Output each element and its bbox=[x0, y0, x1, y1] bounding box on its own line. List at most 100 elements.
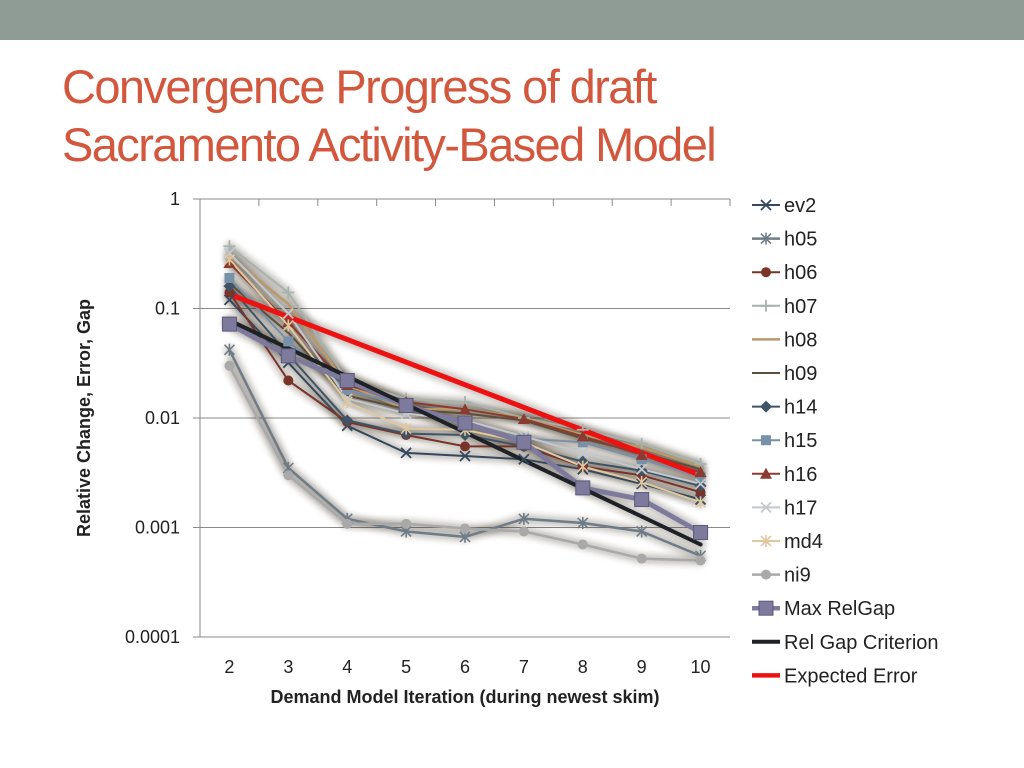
legend-h16-marker bbox=[760, 467, 772, 479]
legend-ev2-marker bbox=[760, 199, 772, 211]
series-max-relgap-marker bbox=[634, 492, 650, 508]
legend-h06-label: h06 bbox=[784, 262, 817, 284]
x-tick-label: 8 bbox=[578, 657, 588, 677]
series-h06-marker bbox=[460, 441, 470, 452]
chart-axes bbox=[193, 198, 731, 638]
legend-h07-label: h07 bbox=[784, 296, 817, 318]
legend-max-relgap-marker bbox=[758, 600, 774, 616]
legend-h14-marker bbox=[760, 400, 772, 413]
x-tick-label: 2 bbox=[224, 657, 234, 677]
series-h14-marker bbox=[694, 479, 707, 492]
legend-h15-marker bbox=[761, 435, 771, 446]
series-h15-marker bbox=[283, 336, 294, 347]
series-ni9-marker bbox=[283, 470, 294, 481]
legend-h09-item: h09 bbox=[752, 363, 817, 385]
legend-h07-marker bbox=[760, 299, 772, 312]
series-ni9-marker bbox=[518, 526, 529, 537]
series-h15-marker bbox=[577, 437, 588, 448]
series-ev2-marker bbox=[400, 447, 412, 459]
legend-h17-marker bbox=[760, 501, 772, 514]
legend-h14-label: h14 bbox=[784, 397, 817, 419]
series-max-relgap-marker bbox=[398, 398, 414, 414]
chart-legend: ev2 h05 h06 h07 h08 h09 h14 h15 h16 h17 md4 ni9 Max … bbox=[752, 195, 939, 687]
legend-rel-gap-criterion-label: Rel Gap Criterion bbox=[784, 632, 939, 654]
series-h14-marker bbox=[635, 464, 648, 477]
x-axis-title: Demand Model Iteration (during newest sk… bbox=[270, 687, 659, 707]
series-h17-marker bbox=[282, 307, 294, 320]
series-ni9-marker bbox=[401, 518, 412, 529]
series-max-relgap-marker bbox=[575, 480, 591, 496]
legend-ev2-item: ev2 bbox=[752, 195, 816, 217]
x-tick-label: 10 bbox=[691, 657, 711, 677]
top-color-band bbox=[0, 0, 1024, 40]
legend-h06-marker bbox=[761, 267, 771, 278]
legend-h05-marker bbox=[760, 232, 772, 245]
series-ev2-marker bbox=[459, 450, 471, 462]
y-tick-label: 0.01 bbox=[145, 408, 180, 428]
series-max-relgap-marker bbox=[457, 415, 473, 431]
series-max-relgap-marker bbox=[693, 525, 709, 541]
series-h16-marker bbox=[635, 448, 648, 460]
legend-rel-gap-criterion-item: Rel Gap Criterion bbox=[752, 632, 939, 654]
series-h05-marker bbox=[223, 343, 236, 356]
legend-h05-item: h05 bbox=[752, 229, 817, 251]
series-max-relgap-marker bbox=[339, 373, 355, 389]
legend-h08-item: h08 bbox=[752, 329, 817, 351]
legend-h15-label: h15 bbox=[784, 430, 817, 452]
x-tick-label: 9 bbox=[637, 657, 647, 677]
series-h07-marker bbox=[223, 240, 236, 253]
series-ni9-marker bbox=[224, 360, 235, 371]
legend-max-relgap-item: Max RelGap bbox=[752, 598, 895, 620]
series-h16-marker bbox=[517, 412, 530, 424]
series-ev2-marker bbox=[223, 294, 236, 306]
series-h05-marker bbox=[636, 525, 648, 538]
series-md4-marker bbox=[282, 319, 294, 332]
series-h07-marker bbox=[282, 286, 295, 299]
legend-h17-label: h17 bbox=[784, 497, 817, 519]
legend-h14-item: h14 bbox=[752, 397, 817, 419]
series-h17-marker bbox=[694, 478, 707, 490]
legend-h09-label: h09 bbox=[784, 363, 817, 385]
slide-title: Convergence Progress of draft Sacramento… bbox=[62, 58, 962, 174]
series-ni9-marker bbox=[460, 523, 470, 534]
legend-h08-label: h08 bbox=[784, 329, 817, 351]
chart-tick-labels: 1 0.1 0.01 0.001 0.0001 2 3 4 5 6 7 8 9 10 bbox=[125, 189, 711, 677]
series-h16-marker bbox=[694, 466, 707, 478]
series-h16-marker bbox=[459, 403, 471, 415]
legend-h16-item: h16 bbox=[752, 464, 817, 486]
series-max-relgap-marker bbox=[516, 434, 532, 450]
chart-series-markers bbox=[221, 240, 709, 566]
series-ev2-marker bbox=[518, 453, 530, 465]
legend-max-relgap-label: Max RelGap bbox=[784, 598, 895, 620]
y-tick-label: 0.0001 bbox=[125, 627, 180, 647]
slide-title-line-1: Convergence Progress of draft bbox=[62, 60, 657, 113]
series-h14-marker bbox=[223, 280, 236, 293]
x-tick-label: 4 bbox=[342, 657, 352, 677]
series-md4-marker bbox=[577, 460, 589, 473]
legend-ev2-label: ev2 bbox=[784, 195, 816, 217]
legend-h06-item: h06 bbox=[752, 262, 817, 284]
legend-md4-marker bbox=[760, 535, 772, 547]
series-max-relgap-marker bbox=[221, 316, 237, 332]
series-h17-marker bbox=[577, 447, 589, 459]
series-md4-marker bbox=[341, 395, 353, 408]
legend-md4-label: md4 bbox=[784, 531, 823, 553]
series-h15-marker bbox=[224, 272, 235, 283]
x-tick-label: 6 bbox=[460, 657, 470, 677]
legend-expected-error-label: Expected Error bbox=[784, 665, 918, 687]
legend-ni9-item: ni9 bbox=[752, 565, 811, 587]
legend-h05-label: h05 bbox=[784, 229, 817, 251]
x-tick-label: 5 bbox=[401, 657, 411, 677]
series-md4-marker bbox=[400, 422, 412, 435]
legend-h15-item: h15 bbox=[752, 430, 817, 452]
y-axis-title: Relative Change, Error, Gap bbox=[74, 299, 94, 537]
series-md4-marker bbox=[694, 496, 707, 509]
y-tick-label: 0.001 bbox=[135, 518, 180, 538]
series-ni9-marker bbox=[577, 539, 588, 550]
legend-md4-item: md4 bbox=[752, 531, 823, 553]
legend-h07-item: h07 bbox=[752, 296, 817, 318]
series-h06-marker bbox=[283, 375, 294, 386]
legend-h17-item: h17 bbox=[752, 497, 817, 519]
series-h16-marker bbox=[576, 430, 589, 442]
